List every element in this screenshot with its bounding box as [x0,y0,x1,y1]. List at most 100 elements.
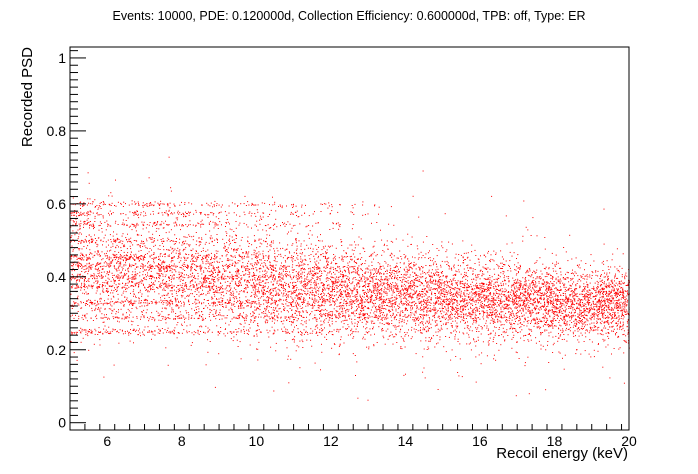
data-point [393,318,395,320]
data-point [573,324,575,326]
data-point [293,269,295,270]
data-point [228,301,230,303]
data-point [384,279,386,281]
data-point [388,288,390,290]
data-point [466,287,468,289]
data-point [460,286,462,287]
data-point [243,317,245,319]
data-point [110,298,112,300]
data-point [263,290,265,291]
data-point [244,195,246,197]
data-point [574,298,576,300]
data-point [333,289,335,290]
data-point [150,264,152,266]
data-point [159,333,161,334]
data-point [146,203,148,205]
data-point [552,268,554,270]
data-point [560,334,562,336]
data-point [178,253,180,255]
data-point [182,279,184,281]
data-point [132,321,134,323]
data-point [322,290,323,292]
data-point [445,351,447,353]
data-point [393,296,395,298]
data-point [302,347,304,348]
data-point [319,313,321,315]
data-point [516,293,517,295]
data-point [394,299,396,301]
data-point [327,321,329,323]
data-point [357,321,359,323]
data-point [239,307,241,309]
data-point [379,284,381,286]
data-point [444,318,446,320]
data-point [148,320,150,322]
data-point [193,235,195,237]
data-point [170,279,172,280]
data-point [158,228,160,230]
data-point [110,205,112,206]
data-point [211,271,213,272]
data-point [445,296,447,298]
data-point [291,244,293,246]
data-point [401,286,402,288]
data-point [239,245,241,247]
data-point [177,247,179,249]
data-point [627,313,629,314]
data-point [476,299,478,301]
data-point [199,254,201,256]
data-point [289,333,291,334]
data-point [498,312,500,314]
data-point [522,307,524,309]
data-point [575,295,577,297]
data-point [150,288,152,290]
data-point [298,262,300,264]
data-point [339,308,341,310]
data-point [284,222,286,224]
data-point [292,287,294,289]
data-point [580,332,582,334]
data-point [283,290,285,292]
data-point [151,312,153,314]
data-point [154,225,156,226]
data-point [277,288,279,290]
data-point [530,323,531,324]
data-point [436,283,438,285]
data-point [347,247,349,249]
data-point [403,289,405,290]
data-point [104,300,105,302]
data-point [178,250,180,252]
data-point [164,286,166,288]
data-point [156,286,157,288]
data-point [553,298,555,300]
data-point [176,277,178,278]
data-point [423,348,425,350]
data-point [447,305,449,307]
data-point [219,212,221,214]
data-point [303,268,305,270]
data-point [543,284,545,285]
data-point [153,222,155,223]
data-point [248,260,250,262]
data-point [473,338,474,340]
data-point [141,311,143,313]
data-point [351,249,353,251]
data-point [143,241,144,242]
data-point [315,290,317,292]
data-point [167,317,169,319]
data-point [566,327,567,329]
data-point [186,266,188,268]
data-point [620,326,622,328]
data-point [399,315,401,317]
data-point [346,253,347,255]
data-point [134,278,136,280]
data-point [570,301,572,303]
data-point [167,301,169,303]
data-point [159,255,161,257]
data-point [318,288,320,290]
data-point [82,318,84,320]
data-point [525,295,527,297]
data-point [88,234,90,236]
data-point [324,327,325,329]
data-point [582,312,584,313]
